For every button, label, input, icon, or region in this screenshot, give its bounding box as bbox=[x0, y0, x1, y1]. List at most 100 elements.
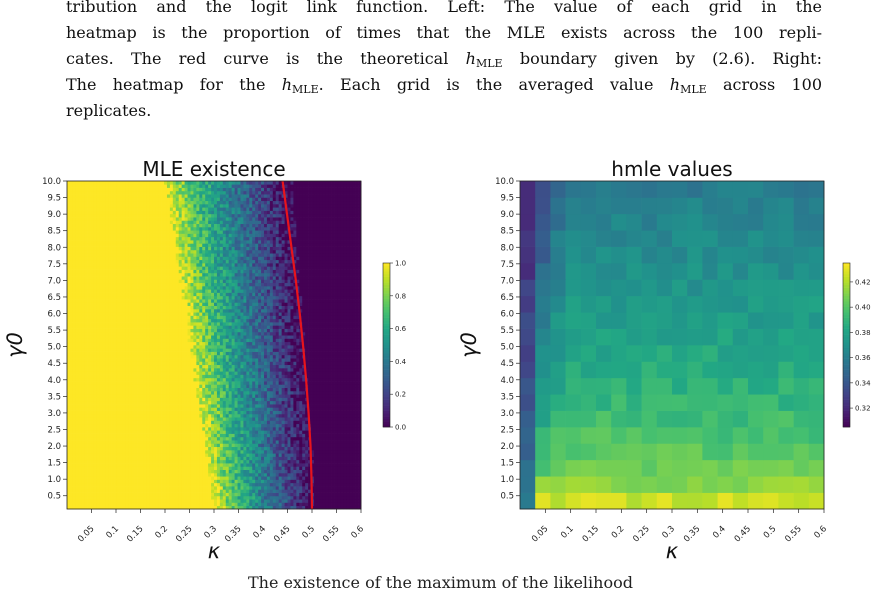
heatmap-cell bbox=[143, 358, 147, 362]
heatmap-cell bbox=[169, 420, 174, 425]
heatmap-cell bbox=[243, 407, 247, 411]
heatmap-cell bbox=[87, 371, 91, 375]
heatmap-cell bbox=[87, 472, 91, 477]
heatmap-cell bbox=[119, 472, 124, 477]
heatmap-cell bbox=[114, 495, 118, 500]
heatmap-cell bbox=[155, 505, 159, 510]
heatmap-cell bbox=[116, 502, 121, 507]
heatmap-cell bbox=[137, 410, 141, 415]
heatmap-cell bbox=[149, 446, 153, 451]
heatmap-cell bbox=[199, 443, 203, 448]
heatmap-cell bbox=[252, 417, 256, 421]
heatmap-cell bbox=[169, 430, 174, 434]
heatmap-cell bbox=[346, 440, 350, 444]
heatmap-cell bbox=[111, 410, 115, 415]
heatmap-cell bbox=[205, 354, 209, 359]
heatmap-cell bbox=[202, 354, 206, 359]
heatmap-cell bbox=[328, 381, 332, 385]
heatmap-cell bbox=[275, 387, 280, 392]
heatmap-cell bbox=[325, 476, 330, 480]
heatmap-cell bbox=[299, 400, 303, 405]
heatmap-cell bbox=[119, 502, 124, 507]
heatmap-cell bbox=[272, 449, 277, 454]
heatmap-cell bbox=[105, 499, 109, 503]
heatmap-cell bbox=[337, 420, 341, 425]
heatmap-cell bbox=[355, 404, 359, 408]
heatmap-cell bbox=[158, 345, 162, 349]
heatmap-cell bbox=[131, 499, 135, 503]
heatmap-cell bbox=[190, 430, 194, 434]
heatmap-cell bbox=[155, 436, 159, 441]
heatmap-cell bbox=[287, 472, 291, 477]
heatmap-cell bbox=[308, 345, 312, 349]
heatmap-cell bbox=[161, 371, 165, 375]
heatmap-cell bbox=[252, 345, 256, 349]
heatmap-cell bbox=[287, 436, 291, 441]
heatmap-cell bbox=[240, 486, 244, 490]
heatmap-cell bbox=[114, 387, 118, 392]
heatmap-cell bbox=[140, 397, 144, 402]
heatmap-cell bbox=[131, 354, 135, 359]
heatmap-cell bbox=[125, 413, 130, 418]
heatmap-cell bbox=[161, 479, 165, 484]
heatmap-cell bbox=[90, 486, 94, 490]
heatmap-cell bbox=[219, 449, 224, 454]
heatmap-cell bbox=[313, 420, 318, 425]
heatmap-cell bbox=[211, 456, 215, 461]
heatmap-cell bbox=[240, 472, 244, 477]
heatmap-cell bbox=[111, 394, 115, 398]
heatmap-cell bbox=[319, 476, 324, 480]
heatmap-cell bbox=[211, 440, 215, 444]
heatmap-cell bbox=[249, 433, 253, 438]
heatmap-cell bbox=[99, 427, 103, 431]
heatmap-cell bbox=[290, 492, 294, 497]
heatmap-cell bbox=[202, 358, 206, 362]
heatmap-cell bbox=[281, 482, 285, 487]
heatmap-cell bbox=[319, 381, 324, 385]
heatmap-cell bbox=[149, 486, 153, 490]
heatmap-cell bbox=[263, 374, 268, 379]
heatmap-cell bbox=[140, 387, 144, 392]
heatmap-cell bbox=[287, 390, 291, 395]
heatmap-cell bbox=[231, 384, 235, 388]
heatmap-cell bbox=[349, 433, 353, 438]
heatmap-cell bbox=[325, 466, 330, 470]
heatmap-cell bbox=[225, 420, 230, 425]
heatmap-cell bbox=[108, 476, 112, 480]
heatmap-cell bbox=[293, 440, 297, 444]
heatmap-cell bbox=[131, 459, 135, 464]
heatmap-cell bbox=[355, 492, 359, 497]
heatmap-cell bbox=[111, 443, 115, 448]
heatmap-cell bbox=[102, 367, 106, 372]
heatmap-cell bbox=[284, 384, 288, 388]
heatmap-cell bbox=[216, 476, 221, 480]
heatmap-cell bbox=[355, 367, 359, 372]
heatmap-cell bbox=[252, 469, 256, 474]
heatmap-cell bbox=[337, 387, 341, 392]
heatmap-cell bbox=[214, 410, 218, 415]
heatmap-cell bbox=[143, 499, 147, 503]
heatmap-cell bbox=[128, 476, 133, 480]
heatmap-cell bbox=[331, 367, 335, 372]
heatmap-cell bbox=[249, 384, 253, 388]
heatmap-cell bbox=[299, 420, 303, 425]
heatmap-cell bbox=[308, 377, 312, 382]
heatmap-cell bbox=[143, 407, 147, 411]
heatmap-cell bbox=[214, 495, 218, 500]
heatmap-cell bbox=[75, 479, 80, 484]
heatmap-cell bbox=[128, 381, 133, 385]
heatmap-cell bbox=[234, 427, 238, 431]
heatmap-cell bbox=[196, 469, 200, 474]
heatmap-cell bbox=[84, 374, 88, 379]
heatmap-cell bbox=[240, 446, 244, 451]
heatmap-cell bbox=[72, 440, 77, 444]
heatmap-cell bbox=[243, 459, 247, 464]
heatmap-cell bbox=[134, 463, 138, 467]
heatmap-cell bbox=[328, 407, 332, 411]
heatmap-cell bbox=[161, 502, 165, 507]
heatmap-cell bbox=[96, 384, 100, 388]
heatmap-cell bbox=[158, 423, 162, 428]
heatmap-cell bbox=[67, 446, 71, 451]
heatmap-cell bbox=[131, 390, 135, 395]
heatmap-cell bbox=[319, 345, 324, 349]
